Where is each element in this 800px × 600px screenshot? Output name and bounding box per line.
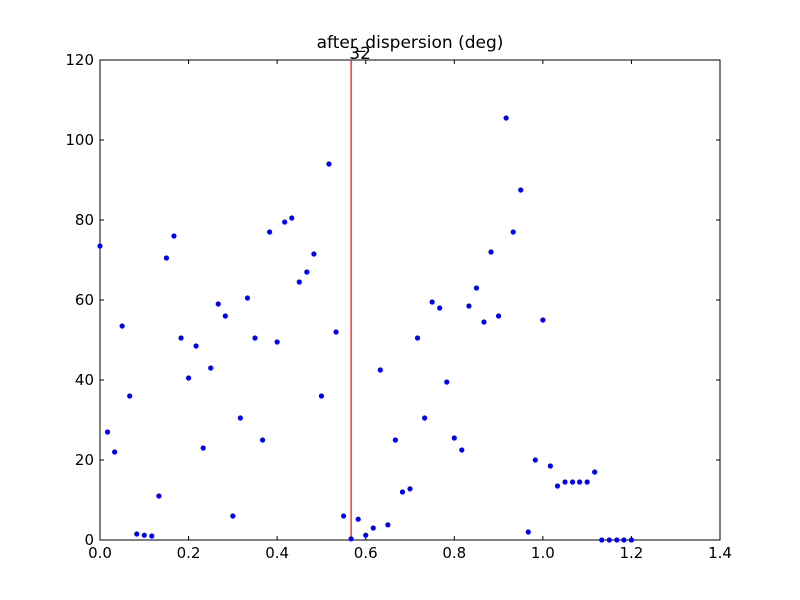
data-point bbox=[141, 532, 147, 538]
data-point bbox=[185, 375, 192, 381]
reference-vline-label: 32 bbox=[349, 44, 371, 64]
y-tick-label: 80 bbox=[75, 211, 94, 229]
data-point bbox=[282, 219, 288, 225]
data-point bbox=[392, 437, 398, 443]
data-point bbox=[414, 335, 421, 341]
y-tick-label: 100 bbox=[65, 131, 94, 149]
data-point bbox=[237, 415, 243, 421]
data-point bbox=[407, 486, 413, 492]
data-point bbox=[333, 329, 339, 335]
data-point bbox=[547, 463, 553, 469]
data-point bbox=[385, 522, 391, 528]
data-point bbox=[399, 489, 406, 495]
y-tick-label: 0 bbox=[84, 531, 94, 549]
chart-title: after_dispersion (deg) bbox=[317, 33, 504, 53]
data-point bbox=[363, 532, 369, 538]
data-point bbox=[451, 435, 457, 441]
data-point bbox=[127, 393, 133, 399]
data-point bbox=[267, 229, 273, 235]
data-point bbox=[532, 457, 538, 463]
data-point bbox=[171, 233, 177, 239]
data-point bbox=[178, 335, 184, 341]
data-point bbox=[208, 365, 214, 371]
data-point bbox=[244, 295, 251, 301]
data-point bbox=[540, 317, 546, 323]
y-tick-label: 40 bbox=[75, 371, 94, 389]
data-point bbox=[473, 285, 480, 291]
data-point bbox=[348, 536, 354, 542]
x-tick-label: 0.4 bbox=[265, 544, 289, 562]
data-point bbox=[444, 379, 450, 385]
data-point bbox=[562, 479, 568, 485]
data-point bbox=[437, 305, 443, 311]
data-point bbox=[200, 445, 206, 451]
data-point bbox=[377, 367, 383, 373]
data-point bbox=[222, 313, 228, 319]
data-point bbox=[510, 229, 516, 235]
x-tick-label: 1.0 bbox=[531, 544, 555, 562]
data-point bbox=[628, 537, 635, 543]
data-point bbox=[614, 537, 620, 543]
x-tick-label: 0.6 bbox=[354, 544, 378, 562]
data-point bbox=[296, 279, 302, 285]
x-tick-label: 0.2 bbox=[177, 544, 201, 562]
data-point bbox=[569, 479, 576, 485]
data-point bbox=[606, 537, 612, 543]
data-point bbox=[318, 393, 325, 399]
data-point bbox=[495, 313, 502, 319]
data-point bbox=[481, 319, 487, 325]
data-point bbox=[274, 339, 280, 345]
data-point bbox=[215, 301, 221, 307]
data-point bbox=[304, 269, 310, 275]
data-point bbox=[355, 516, 361, 522]
data-point bbox=[370, 525, 376, 531]
data-point bbox=[326, 161, 332, 167]
x-tick-label: 1.2 bbox=[619, 544, 643, 562]
data-point bbox=[156, 493, 162, 499]
data-point bbox=[340, 513, 347, 519]
data-point bbox=[119, 323, 125, 329]
data-point bbox=[621, 537, 627, 543]
data-point bbox=[577, 479, 583, 485]
x-tick-label: 1.4 bbox=[708, 544, 732, 562]
data-point bbox=[518, 187, 524, 193]
y-tick-label: 120 bbox=[65, 51, 94, 69]
data-point bbox=[149, 533, 155, 539]
data-point bbox=[459, 447, 465, 453]
data-point bbox=[525, 529, 531, 535]
x-tick-label: 0.0 bbox=[88, 544, 112, 562]
data-point bbox=[112, 449, 118, 455]
data-point bbox=[163, 255, 170, 261]
data-point bbox=[422, 415, 428, 421]
data-point bbox=[584, 479, 590, 485]
data-point bbox=[289, 215, 295, 221]
data-point bbox=[466, 303, 472, 309]
data-point bbox=[599, 537, 605, 543]
data-point bbox=[259, 437, 266, 443]
y-tick-label: 20 bbox=[75, 451, 94, 469]
x-tick-label: 0.8 bbox=[442, 544, 466, 562]
data-point bbox=[97, 243, 103, 249]
data-point bbox=[429, 299, 435, 305]
data-point bbox=[554, 483, 561, 489]
data-point bbox=[104, 429, 111, 435]
data-point bbox=[592, 469, 598, 475]
plot-area: 0.0 0.2 0.4 0.6 0.8 1.0 1.2 1.4 0 20 40 60 80 100 120 3… bbox=[65, 44, 732, 562]
plot-frame bbox=[99, 59, 721, 541]
y-tick-label: 60 bbox=[75, 291, 94, 309]
data-point bbox=[488, 249, 494, 255]
data-point bbox=[503, 115, 509, 121]
data-point bbox=[134, 531, 140, 537]
data-point bbox=[193, 343, 199, 349]
data-point bbox=[230, 513, 236, 519]
data-point bbox=[311, 251, 317, 257]
data-point bbox=[252, 335, 258, 341]
